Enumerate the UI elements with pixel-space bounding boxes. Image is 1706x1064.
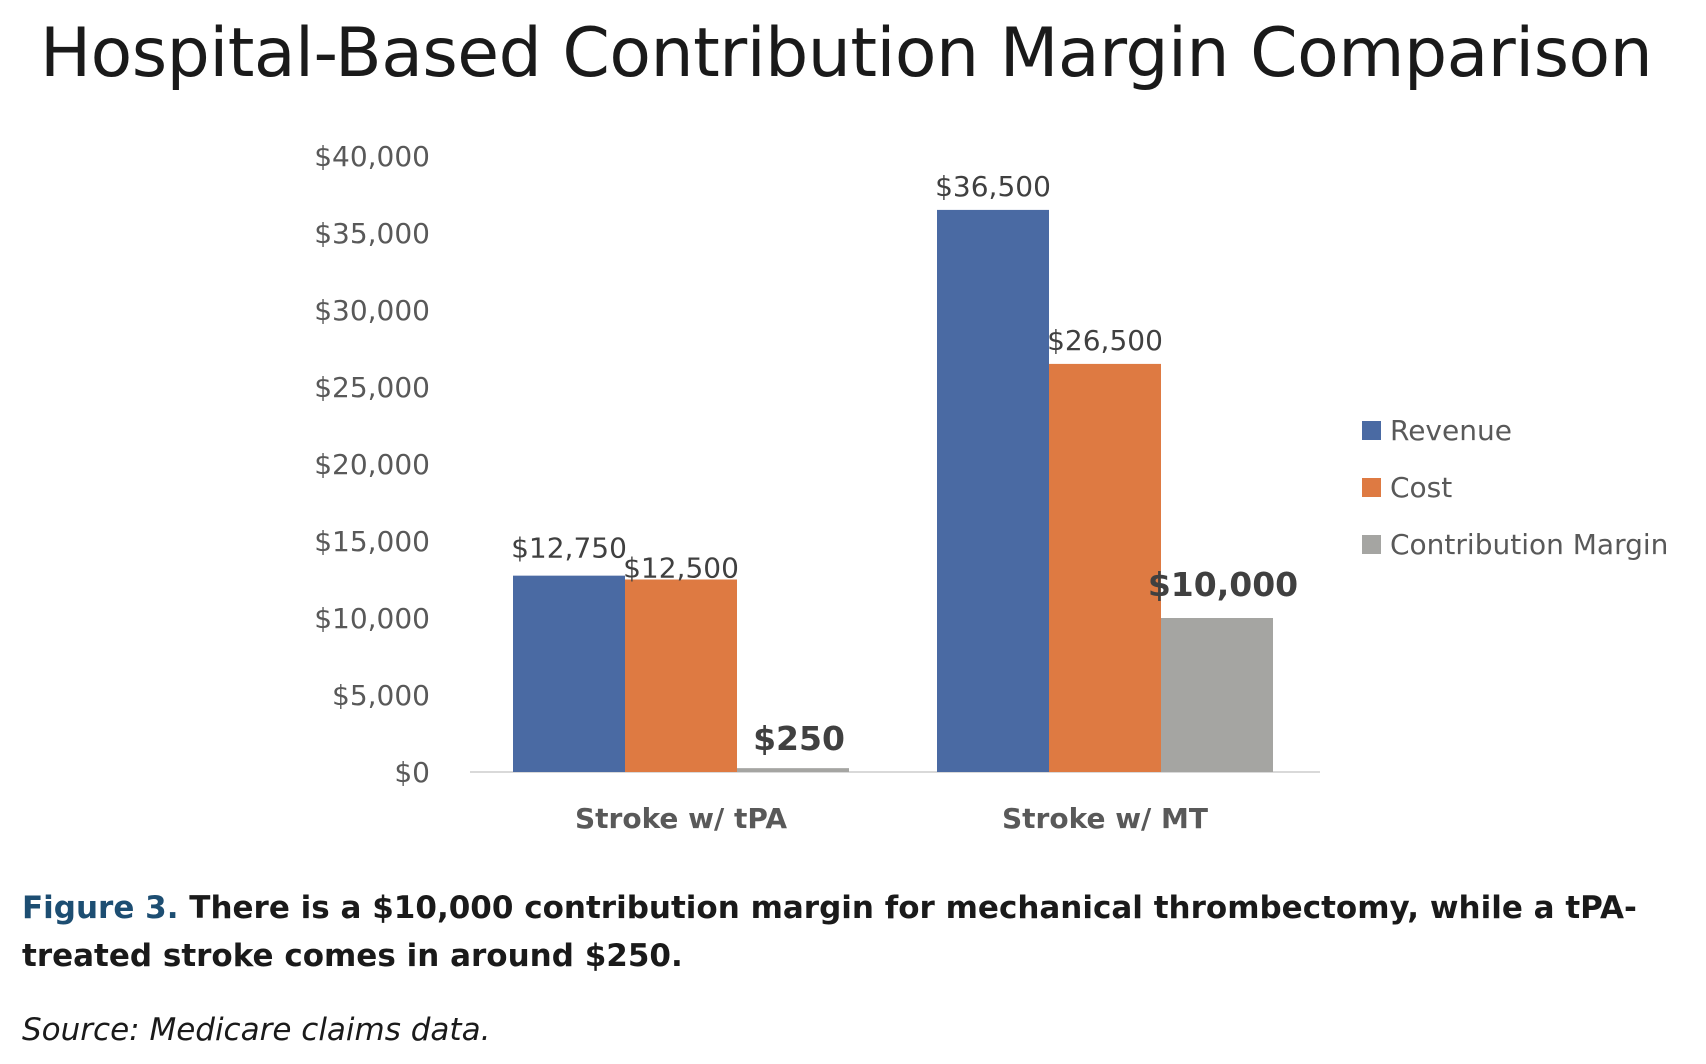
source-note: Source: Medicare claims data.	[22, 1012, 491, 1048]
data-label: $12,750	[511, 532, 627, 565]
legend-swatch	[1362, 421, 1381, 440]
y-tick-label: $35,000	[314, 217, 430, 250]
legend-swatch	[1362, 478, 1381, 497]
y-tick-label: $15,000	[314, 525, 430, 558]
bar-cost	[1049, 363, 1161, 772]
y-tick-label: $0	[394, 756, 430, 789]
bar-contribution-margin	[737, 768, 849, 772]
bar-contribution-margin	[1161, 618, 1273, 772]
legend-label: Contribution Margin	[1390, 528, 1668, 561]
y-tick-label: $20,000	[314, 448, 430, 481]
caption-text: There is a $10,000 contribution margin f…	[22, 890, 1637, 974]
bar-chart: $0 $5,000 $10,000 $15,000 $20,000 $25,000 $30,…	[314, 140, 1668, 835]
y-tick-label: $10,000	[314, 602, 430, 635]
legend-label: Cost	[1390, 471, 1452, 504]
data-label: $10,000	[1148, 565, 1298, 604]
legend-label: Revenue	[1390, 414, 1512, 447]
caption-label: Figure 3.	[22, 890, 179, 926]
data-label: $250	[753, 719, 845, 758]
chart-title: Hospital-Based Contribution Margin Compa…	[40, 14, 1653, 93]
y-tick-label: $25,000	[314, 371, 430, 404]
y-tick-label: $30,000	[314, 294, 430, 327]
bar-revenue	[937, 209, 1049, 772]
category-label: Stroke w/ tPA	[575, 802, 787, 835]
data-label: $12,500	[623, 552, 739, 585]
legend-swatch	[1362, 535, 1381, 554]
y-tick-label: $5,000	[332, 679, 430, 712]
data-label: $26,500	[1047, 324, 1163, 357]
category-label: Stroke w/ MT	[1002, 802, 1208, 835]
y-tick-label: $40,000	[314, 140, 430, 173]
figure-caption: Figure 3. There is a $10,000 contributio…	[22, 884, 1692, 980]
bar-revenue	[513, 575, 625, 772]
bar-cost	[625, 579, 737, 772]
data-label: $36,500	[935, 170, 1051, 203]
